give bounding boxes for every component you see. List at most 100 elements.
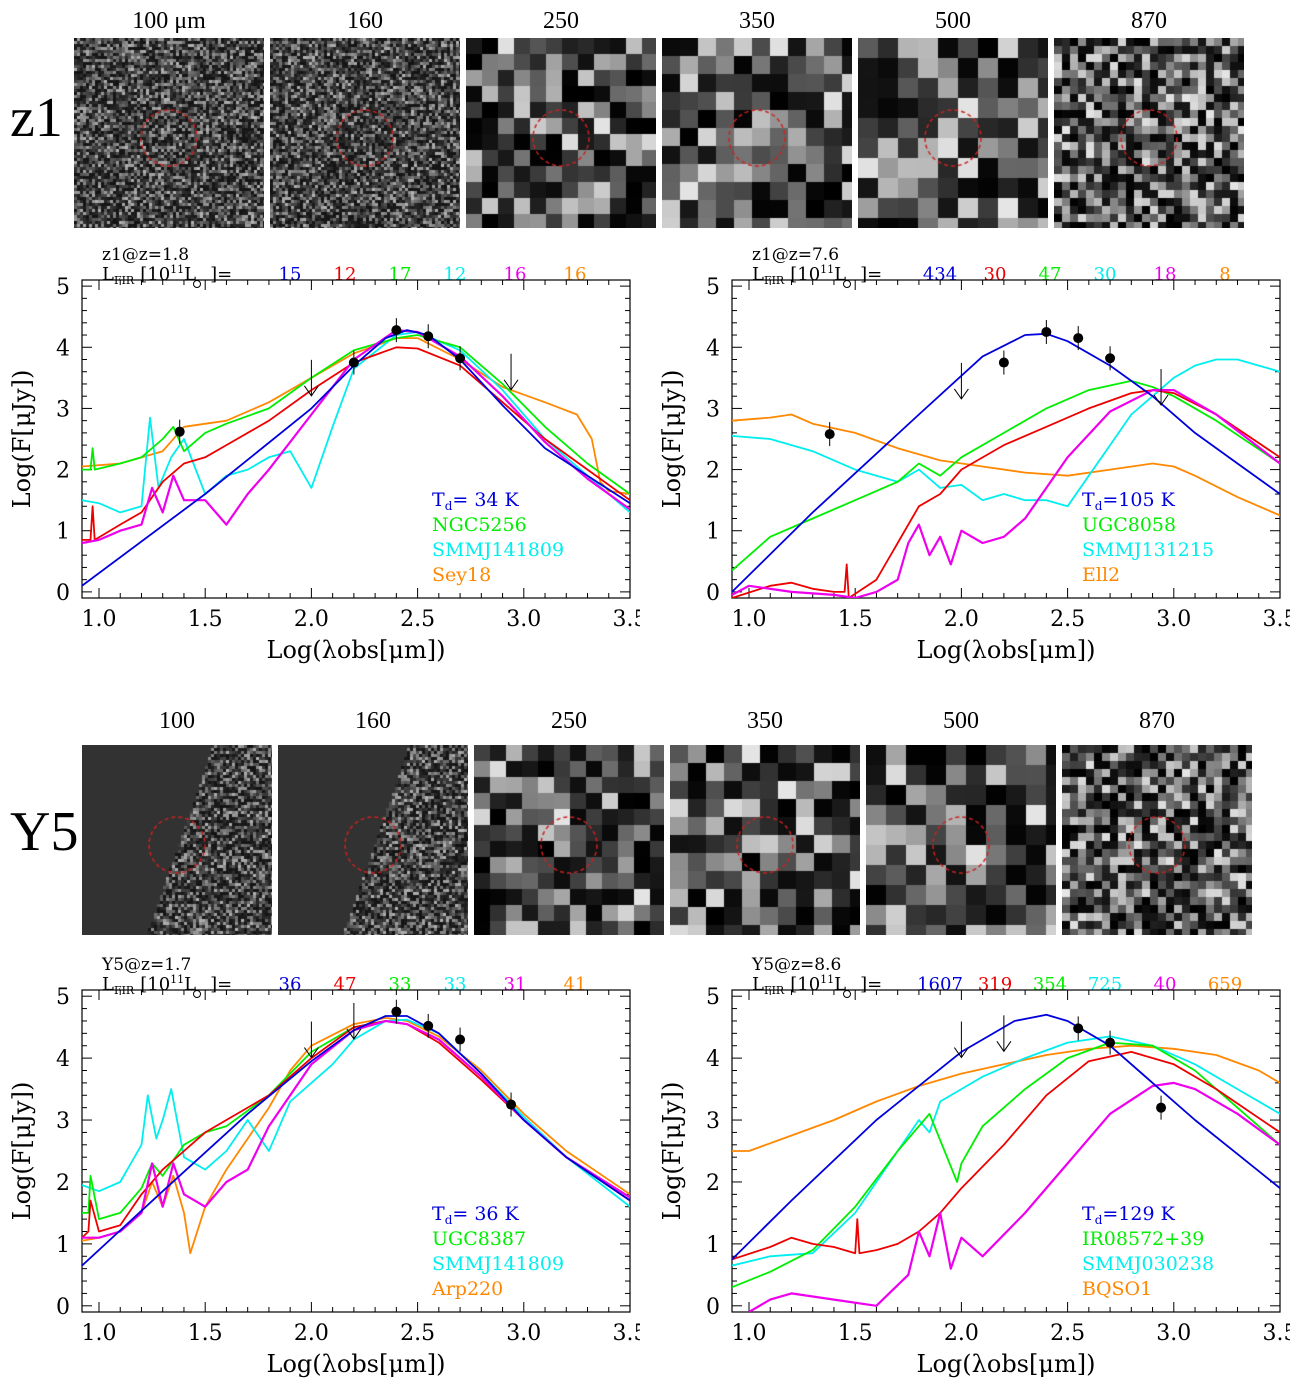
- image-stamp: [1062, 745, 1252, 935]
- legend-entry: UGC8387: [432, 1228, 526, 1250]
- legend-entry: SMMJ131215: [1082, 539, 1214, 561]
- lfir-label-part: ]=: [210, 264, 232, 285]
- legend-temperature: Td=105 K: [1082, 489, 1176, 513]
- sed-line-green: [732, 1041, 1280, 1289]
- series-group: [732, 332, 1280, 598]
- legend-td-value: = 36 K: [452, 1203, 519, 1225]
- lfir-value: 40: [1154, 974, 1177, 995]
- y-tick-label: 1: [56, 1233, 70, 1258]
- lfir-value: 31: [504, 974, 527, 995]
- stamp-noise-image: [858, 38, 1048, 228]
- sed-line-red: [82, 1020, 630, 1239]
- y-tick-label: 5: [56, 985, 70, 1010]
- y-tick-label: 4: [706, 336, 720, 361]
- x-tick-label: 2.5: [1050, 1321, 1085, 1346]
- x-tick-label: 1.5: [188, 607, 223, 632]
- x-tick-label: 1.0: [731, 607, 766, 632]
- y-tick-label: 3: [706, 1109, 720, 1134]
- stamp-noise-image: [270, 38, 460, 228]
- sed-line-magenta: [82, 329, 630, 545]
- upper-limit-arrowhead: [953, 1047, 969, 1059]
- sed-line-red: [82, 346, 630, 541]
- sed-line-blue: [732, 1013, 1280, 1261]
- y-axis-label: Log(F[μJy]): [658, 370, 686, 509]
- stamp-header: 500: [935, 8, 971, 34]
- stamp-header: 350: [747, 708, 783, 734]
- legend-td-sub: d: [445, 499, 453, 513]
- lfir-value: 17: [389, 264, 412, 285]
- data-point: [423, 331, 434, 342]
- plot-frame: [731, 279, 1281, 599]
- row-label-z1: z1: [10, 87, 63, 149]
- image-stamp: [1054, 38, 1244, 228]
- stamp-header: 250: [543, 8, 579, 34]
- legend-entry: SMMJ141809: [432, 539, 564, 561]
- y-tick-label: 2: [706, 1171, 720, 1196]
- stamp-noise-image: [474, 745, 664, 935]
- stamp-noise-image: [662, 38, 852, 228]
- legend-entry: UGC8058: [1082, 514, 1176, 536]
- sed-line-green: [82, 334, 630, 495]
- y-tick-label: 4: [56, 336, 70, 361]
- upper-limit-arrowhead: [503, 379, 519, 391]
- row-label-y5: Y5: [10, 801, 79, 863]
- lfir-value: 33: [444, 974, 467, 995]
- x-axis-label: Log(λobs[μm]): [917, 1350, 1096, 1378]
- chart-title: z1@z=1.8: [102, 245, 189, 265]
- y-tick-label: 3: [56, 1109, 70, 1134]
- stamp-noise-image: [278, 745, 468, 935]
- upper-limit-arrowhead: [303, 1047, 319, 1059]
- sed-line-orange: [82, 1017, 630, 1255]
- plot-frame: [81, 279, 631, 599]
- x-tick-label: 2.5: [400, 1321, 435, 1346]
- image-stamp: [858, 38, 1048, 228]
- legend-entry: Ell2: [1082, 564, 1120, 586]
- lfir-value: 47: [334, 974, 357, 995]
- image-stamp: [270, 38, 460, 228]
- lfir-value: 30: [1094, 264, 1117, 285]
- lfir-label-part: ]=: [860, 974, 882, 995]
- legend-temperature: Td= 34 K: [432, 489, 520, 513]
- sed-line-orange: [732, 1044, 1280, 1152]
- stamp-header: 350: [739, 8, 775, 34]
- sed-panel-z1-z76: z1@z=7.6 LFIR [1011L]= 434 30 47 30 18 8 1.0 1.5 2.…: [650, 240, 1298, 684]
- data-point: [391, 1006, 402, 1017]
- legend-td-sub: d: [445, 1213, 453, 1227]
- data-point: [824, 429, 835, 440]
- data-point: [1041, 326, 1052, 337]
- data-point: [391, 325, 402, 336]
- image-stamp: [670, 745, 860, 935]
- lfir-label-part: 11: [820, 263, 834, 276]
- sed-line-cyan: [732, 1035, 1280, 1267]
- upper-limit-arrowhead: [303, 385, 319, 397]
- data-point: [1105, 1037, 1116, 1048]
- stamp-header: 870: [1131, 8, 1167, 34]
- stamp-noise-image: [1054, 38, 1244, 228]
- lfir-value: 16: [504, 264, 527, 285]
- chart-title: z1@z=7.6: [752, 245, 839, 265]
- x-tick-label: 1.0: [81, 607, 116, 632]
- y-axis-label: Log(F[μJy]): [8, 1082, 36, 1221]
- stamp-noise-image: [670, 745, 860, 935]
- sed-line-magenta: [748, 1081, 1280, 1312]
- sed-panel-y5-z17: Y5@z=1.7 LFIR [1011L]= 36 47 33 33 31 41 1.0 1.5 2.…: [0, 950, 648, 1398]
- y-tick-label: 1: [56, 520, 70, 545]
- lfir-value: 12: [334, 264, 357, 285]
- lfir-value: 8: [1219, 264, 1230, 285]
- x-tick-label: 3.5: [1263, 1321, 1291, 1346]
- y-axis-label: Log(F[μJy]): [8, 370, 36, 509]
- stamp-noise-image: [866, 745, 1056, 935]
- data-point: [1073, 333, 1084, 344]
- chart-title: Y5@z=8.6: [751, 955, 841, 975]
- lfir-label-part: [10: [140, 264, 170, 285]
- legend-entry: IR08572+39: [1082, 1228, 1204, 1250]
- legend-td-value: =129 K: [1102, 1203, 1175, 1225]
- x-tick-label: 1.5: [838, 1321, 873, 1346]
- sed-line-magenta: [82, 1019, 630, 1239]
- y-tick-label: 2: [706, 459, 720, 484]
- x-tick-label: 3.0: [1156, 607, 1191, 632]
- data-point: [506, 1099, 517, 1110]
- sed-panel-y5-z86: Y5@z=8.6 LFIR [1011L]= 1607 319 354 725 40 659 1.…: [650, 950, 1298, 1398]
- legend-entry: NGC5256: [432, 514, 527, 536]
